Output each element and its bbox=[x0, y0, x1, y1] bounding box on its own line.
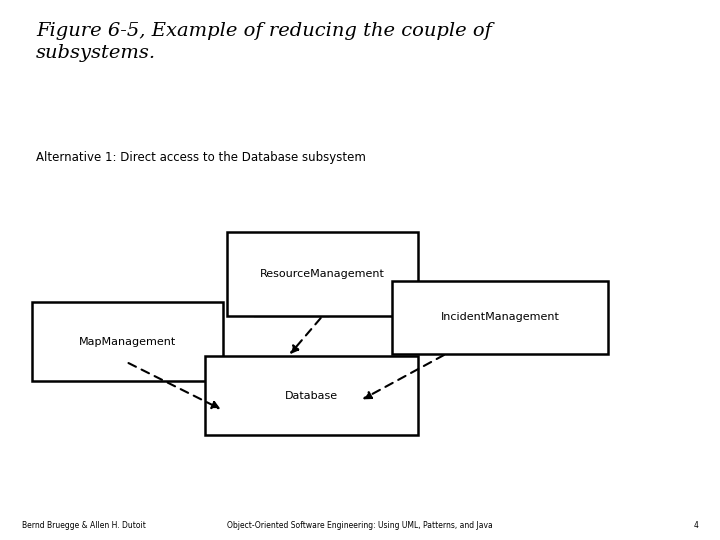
Text: MapManagement: MapManagement bbox=[79, 336, 176, 347]
Text: Figure 6-5, Example of reducing the couple of
subsystems.: Figure 6-5, Example of reducing the coup… bbox=[36, 22, 492, 62]
Text: Database: Database bbox=[285, 390, 338, 401]
Bar bbox=[32, 302, 223, 381]
Polygon shape bbox=[256, 294, 328, 316]
Text: IncidentManagement: IncidentManagement bbox=[441, 312, 560, 322]
Text: 4: 4 bbox=[693, 521, 698, 530]
Bar bbox=[392, 281, 608, 354]
Text: Object-Oriented Software Engineering: Using UML, Patterns, and Java: Object-Oriented Software Engineering: Us… bbox=[227, 521, 493, 530]
Text: ResourceManagement: ResourceManagement bbox=[260, 269, 384, 279]
Bar bbox=[205, 356, 418, 435]
Polygon shape bbox=[52, 362, 126, 381]
Text: Alternative 1: Direct access to the Database subsystem: Alternative 1: Direct access to the Data… bbox=[36, 151, 366, 164]
Text: Bernd Bruegge & Allen H. Dutoit: Bernd Bruegge & Allen H. Dutoit bbox=[22, 521, 145, 530]
Polygon shape bbox=[230, 417, 299, 435]
Polygon shape bbox=[414, 335, 479, 354]
Bar bbox=[227, 232, 418, 316]
